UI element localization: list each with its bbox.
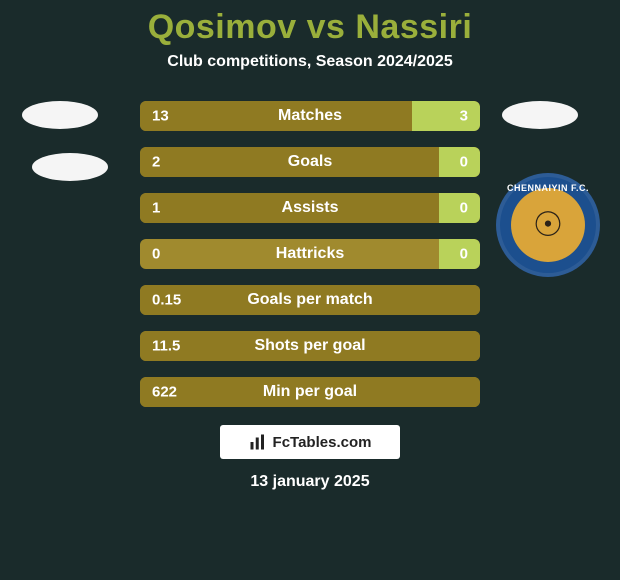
bar-fill-player2 <box>412 101 480 131</box>
crest-text: CHENNAIYIN F.C. <box>496 183 600 193</box>
value-player2: 3 <box>460 108 468 125</box>
comparison-subtitle: Club competitions, Season 2024/2025 <box>0 53 620 71</box>
stat-row: 11.5 Shots per goal <box>140 331 480 361</box>
value-player1: 622 <box>152 384 177 401</box>
player1-flag <box>22 101 98 129</box>
value-player1: 11.5 <box>152 338 180 355</box>
player2-flag <box>502 101 578 129</box>
stat-row: 0 0 Hattricks <box>140 239 480 269</box>
value-player2: 0 <box>460 200 468 217</box>
metric-label: Shots per goal <box>254 337 365 355</box>
crest-outer: CHENNAIYIN F.C. ☉ <box>496 173 600 277</box>
value-player1: 2 <box>152 154 160 171</box>
metric-label: Hattricks <box>276 245 344 263</box>
player2-club-crest: CHENNAIYIN F.C. ☉ <box>496 173 600 277</box>
value-player2: 0 <box>460 154 468 171</box>
stat-row: 0.15 Goals per match <box>140 285 480 315</box>
comparison-title: Qosimov vs Nassiri <box>0 0 620 47</box>
stat-row: 2 0 Goals <box>140 147 480 177</box>
bar-chart-icon <box>249 433 267 451</box>
metric-label: Goals <box>288 153 332 171</box>
value-player1: 0.15 <box>152 292 181 309</box>
metric-label: Matches <box>278 107 342 125</box>
value-player1: 13 <box>152 108 169 125</box>
crest-face-icon: ☉ <box>533 208 563 242</box>
bar-fill-player1 <box>140 101 412 131</box>
metric-label: Assists <box>282 199 339 217</box>
value-player1: 1 <box>152 200 160 217</box>
crest-inner: ☉ <box>511 188 585 262</box>
chart-area: CHENNAIYIN F.C. ☉ 13 3 Matches 2 0 Goals 1 0 Ass… <box>0 101 620 407</box>
value-player2: 0 <box>460 246 468 263</box>
value-player1: 0 <box>152 246 160 263</box>
stat-row: 1 0 Assists <box>140 193 480 223</box>
fctables-label: FcTables.com <box>273 434 372 451</box>
fctables-badge[interactable]: FcTables.com <box>220 425 400 459</box>
stat-bars: 13 3 Matches 2 0 Goals 1 0 Assists 0 0 Hattricks 0.1… <box>140 101 480 407</box>
snapshot-date: 13 january 2025 <box>0 473 620 491</box>
stat-row: 13 3 Matches <box>140 101 480 131</box>
player1-club-placeholder <box>32 153 108 181</box>
stat-row: 622 Min per goal <box>140 377 480 407</box>
metric-label: Min per goal <box>263 383 357 401</box>
metric-label: Goals per match <box>247 291 372 309</box>
